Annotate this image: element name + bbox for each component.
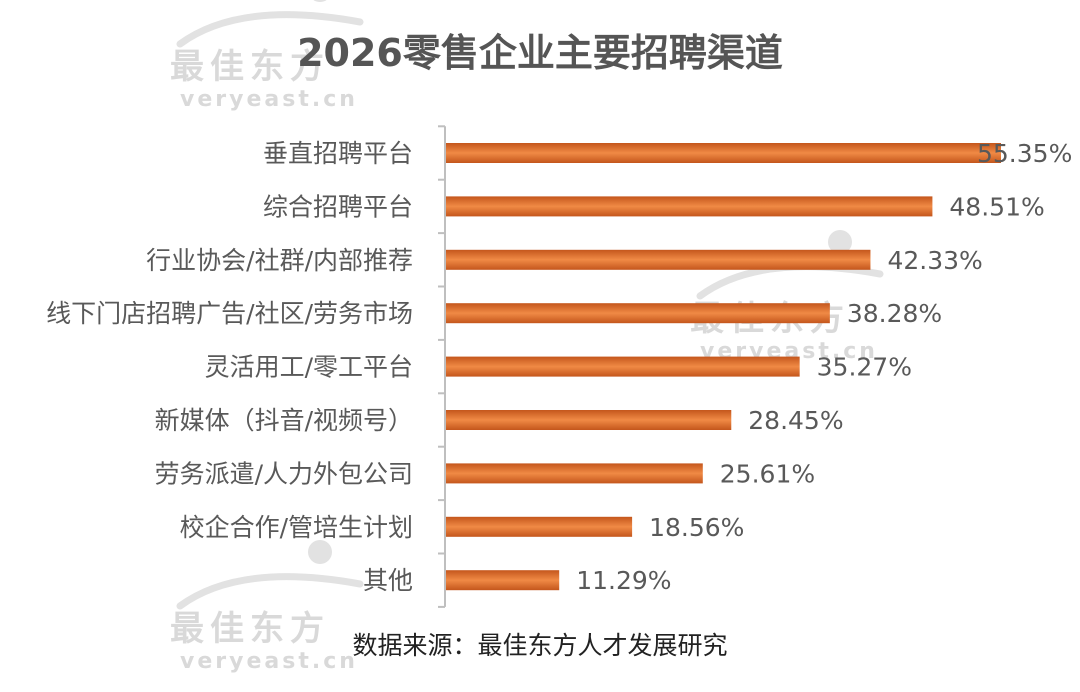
watermark-arc bbox=[176, 11, 364, 48]
category-label-9: 其他 bbox=[363, 566, 413, 595]
watermark-text: 最佳东方 bbox=[170, 47, 330, 87]
watermark-dot bbox=[308, 540, 332, 564]
value-labels: 55.35% 48.51% 42.33% 38.28% 35.27% 28.45% 25.6… bbox=[576, 139, 1072, 595]
bar-7 bbox=[446, 463, 703, 484]
category-label-6: 新媒体（抖音/视频号） bbox=[155, 406, 413, 435]
value-label-7: 25.61% bbox=[720, 459, 815, 488]
category-label-1: 垂直招聘平台 bbox=[263, 139, 413, 168]
bar-3 bbox=[446, 249, 871, 270]
category-label-5: 灵活用工/零工平台 bbox=[205, 353, 413, 382]
bar-5 bbox=[446, 356, 800, 377]
category-label-7: 劳务派遣/人力外包公司 bbox=[155, 459, 413, 488]
chart-title: 2026零售企业主要招聘渠道 bbox=[297, 31, 783, 75]
bar-9 bbox=[446, 570, 560, 591]
category-label-3: 行业协会/社群/内部推荐 bbox=[146, 246, 413, 275]
watermark-text: 最佳东方 bbox=[170, 609, 330, 649]
value-label-8: 18.56% bbox=[649, 513, 744, 542]
value-label-2: 48.51% bbox=[949, 192, 1044, 221]
category-label-4: 线下门店招聘广告/社区/劳务市场 bbox=[46, 299, 413, 328]
watermark-arc bbox=[176, 573, 364, 610]
value-label-9: 11.29% bbox=[576, 566, 671, 595]
category-axis bbox=[438, 125, 446, 608]
value-label-6: 28.45% bbox=[748, 406, 843, 435]
value-label-4: 38.28% bbox=[847, 299, 942, 328]
bar-6 bbox=[446, 410, 732, 430]
bar-series bbox=[446, 143, 1001, 591]
bar-1 bbox=[446, 143, 1001, 163]
watermark-url: veryeast.cn bbox=[180, 649, 358, 674]
category-labels: 垂直招聘平台综合招聘平台行业协会/社群/内部推荐线下门店招聘广告/社区/劳务市场… bbox=[46, 139, 413, 595]
watermark-arc bbox=[696, 263, 884, 300]
watermark-dot bbox=[828, 230, 852, 254]
value-label-5: 35.27% bbox=[817, 353, 912, 382]
bar-2 bbox=[446, 196, 933, 217]
watermark-url: veryeast.cn bbox=[180, 87, 358, 112]
category-label-2: 综合招聘平台 bbox=[263, 192, 413, 221]
value-label-3: 42.33% bbox=[887, 246, 982, 275]
bar-8 bbox=[446, 516, 633, 537]
watermark-dot bbox=[313, 0, 327, 2]
category-label-8: 校企合作/管培生计划 bbox=[180, 513, 413, 542]
bar-4 bbox=[446, 303, 830, 324]
value-label-1: 55.35% bbox=[977, 139, 1072, 168]
data-source-note: 数据来源：最佳东方人才发展研究 bbox=[352, 631, 727, 660]
